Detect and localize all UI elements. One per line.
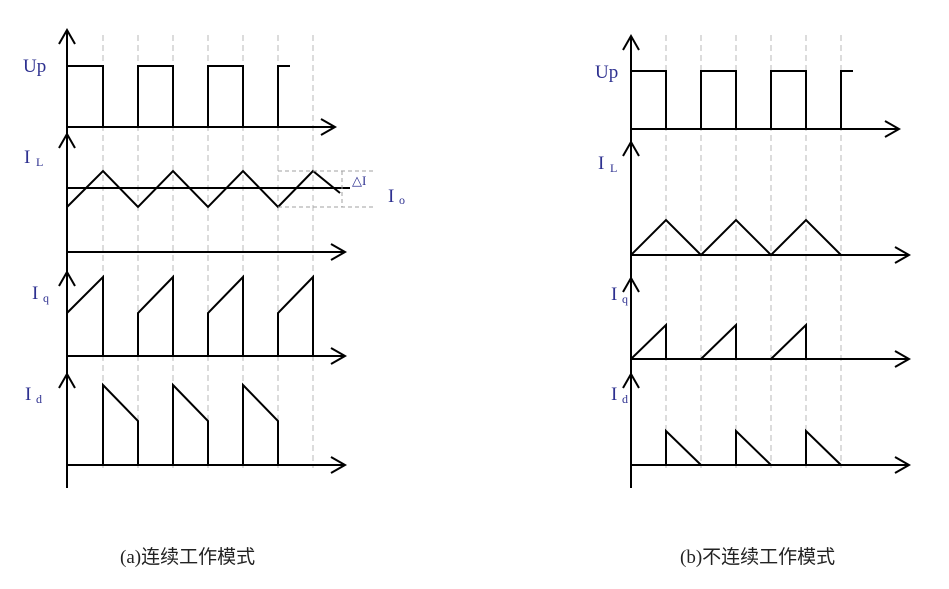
iq-label: I (32, 283, 38, 304)
id-diode-waveform-a (102, 382, 279, 466)
delta-i-dimension (278, 170, 375, 208)
arrow-right-icon (320, 118, 338, 136)
id-subscript: d (622, 392, 628, 406)
il-ripple-waveform-a (66, 169, 341, 209)
il-label: I (24, 147, 30, 168)
il-subscript: L (36, 155, 43, 169)
caption-continuous-mode: (a)连续工作模式 (120, 546, 255, 568)
iq-label: I (611, 284, 617, 305)
arrow-up-icon (58, 27, 76, 45)
delta-i-label: △I (352, 173, 366, 188)
id-diode-waveform-b (665, 428, 842, 466)
arrow-right-icon (330, 243, 348, 261)
arrow-up-icon (622, 139, 640, 157)
io-label: I (388, 186, 394, 207)
arrow-right-icon (330, 456, 348, 474)
id-label: I (611, 384, 617, 405)
up-pulse-waveform-a (67, 65, 290, 128)
arrow-up-icon (622, 33, 640, 51)
up-label: Up (595, 62, 618, 83)
id-label: I (25, 384, 31, 405)
arrow-up-icon (58, 371, 76, 389)
id-subscript: d (36, 392, 42, 406)
arrow-up-icon (622, 275, 640, 293)
arrow-up-icon (622, 371, 640, 389)
arrow-right-icon (894, 246, 912, 264)
up-label: Up (23, 56, 46, 77)
arrow-right-icon (884, 120, 902, 138)
iq-switch-waveform-a (66, 274, 314, 357)
arrow-up-icon (58, 269, 76, 287)
caption-discontinuous-mode: (b)不连续工作模式 (680, 546, 835, 568)
panel-discontinuous-mode: Up I L I q I d (b)不连续工作模式 (595, 33, 912, 568)
iq-subscript: q (43, 291, 49, 305)
iq-subscript: q (622, 292, 628, 306)
panel-continuous-mode: Up I L I q I d △I I o (a)连续工作模式 (23, 27, 405, 568)
il-triangle-waveform-b (630, 218, 842, 257)
il-subscript: L (610, 161, 617, 175)
io-subscript: o (399, 193, 405, 207)
arrow-up-icon (58, 131, 76, 149)
up-pulse-waveform-b (631, 70, 853, 130)
arrow-right-icon (894, 456, 912, 474)
iq-switch-waveform-b (630, 322, 807, 360)
arrow-right-icon (894, 350, 912, 368)
timing-guides-b (665, 35, 842, 468)
arrow-right-icon (330, 347, 348, 365)
il-label: I (598, 153, 604, 174)
